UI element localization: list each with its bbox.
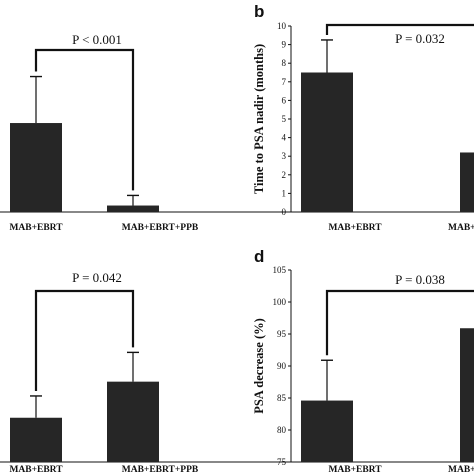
panel-b: 0 1 2 3 4 5 6 7 8 9 10 P = 0.032 MAB+EBRT MAB+ Time to… [252, 2, 474, 233]
bar-mab-ebrt-ppb [460, 328, 474, 462]
significance-bracket [34, 289, 135, 391]
significance-bracket [325, 23, 474, 35]
category-label: MAB+EBRT [9, 223, 63, 233]
category-label: MAB+ [448, 223, 474, 233]
panel-c: P = 0.042 MAB+EBRT MAB+EBRT+PPB [0, 270, 474, 474]
y-tick-label: 105 [273, 265, 287, 275]
panel-a: P < 0.001 MAB+EBRT MAB+EBRT+PPB [0, 32, 474, 233]
y-tick-label: 4 [282, 133, 287, 143]
p-value-label: P = 0.038 [395, 272, 445, 287]
y-tick-label: 9 [282, 40, 287, 50]
significance-bracket [325, 289, 474, 356]
y-tick-label: 6 [282, 95, 287, 105]
bar-mab-ebrt [301, 72, 353, 212]
bar-mab-ebrt-ppb [107, 205, 159, 212]
bar-mab-ebrt [10, 417, 62, 462]
p-value-label: P = 0.032 [395, 31, 445, 46]
panel-letter: d [254, 247, 264, 266]
y-axis-title: Time to PSA nadir (months) [252, 44, 266, 194]
bar-mab-ebrt [10, 123, 62, 212]
bar-mab-ebrt-ppb [107, 381, 159, 462]
y-tick-label: 8 [282, 58, 287, 68]
bar-mab-ebrt-ppb [460, 152, 474, 212]
y-tick-label: 80 [277, 425, 287, 435]
y-tick-label: 7 [282, 77, 287, 87]
y-tick-label: 95 [277, 329, 287, 339]
y-tick-label: 90 [277, 361, 287, 371]
y-tick-label: 0 [282, 207, 287, 217]
bar-mab-ebrt [301, 400, 353, 462]
category-label: MAB+EBRT [328, 465, 382, 474]
category-label: MAB+EBRT+PPB [122, 465, 199, 474]
y-tick-label: 10 [277, 21, 287, 31]
y-tick-label: 5 [282, 114, 287, 124]
p-value-label: P < 0.001 [72, 32, 122, 47]
y-tick-label: 85 [277, 393, 287, 403]
y-tick-label: 100 [273, 297, 287, 307]
panel-letter: b [254, 2, 264, 21]
y-tick-label: 2 [282, 170, 287, 180]
y-tick-label: 75 [277, 457, 287, 467]
category-label: MAB+EBRT+PPB [122, 223, 199, 233]
significance-bracket [34, 48, 135, 191]
category-label: MAB+EBRT [9, 465, 63, 474]
p-value-label: P = 0.042 [72, 270, 122, 285]
panel-d: 75 80 85 90 95 100 105 P = 0.038 MAB+EBRT MAB+ PSA… [252, 247, 474, 474]
category-label: MAB+ [448, 465, 474, 474]
category-label: MAB+EBRT [328, 223, 382, 233]
y-tick-label: 1 [282, 188, 287, 198]
y-axis-title: PSA decrease (%) [252, 318, 266, 414]
y-tick-label: 3 [282, 151, 287, 161]
